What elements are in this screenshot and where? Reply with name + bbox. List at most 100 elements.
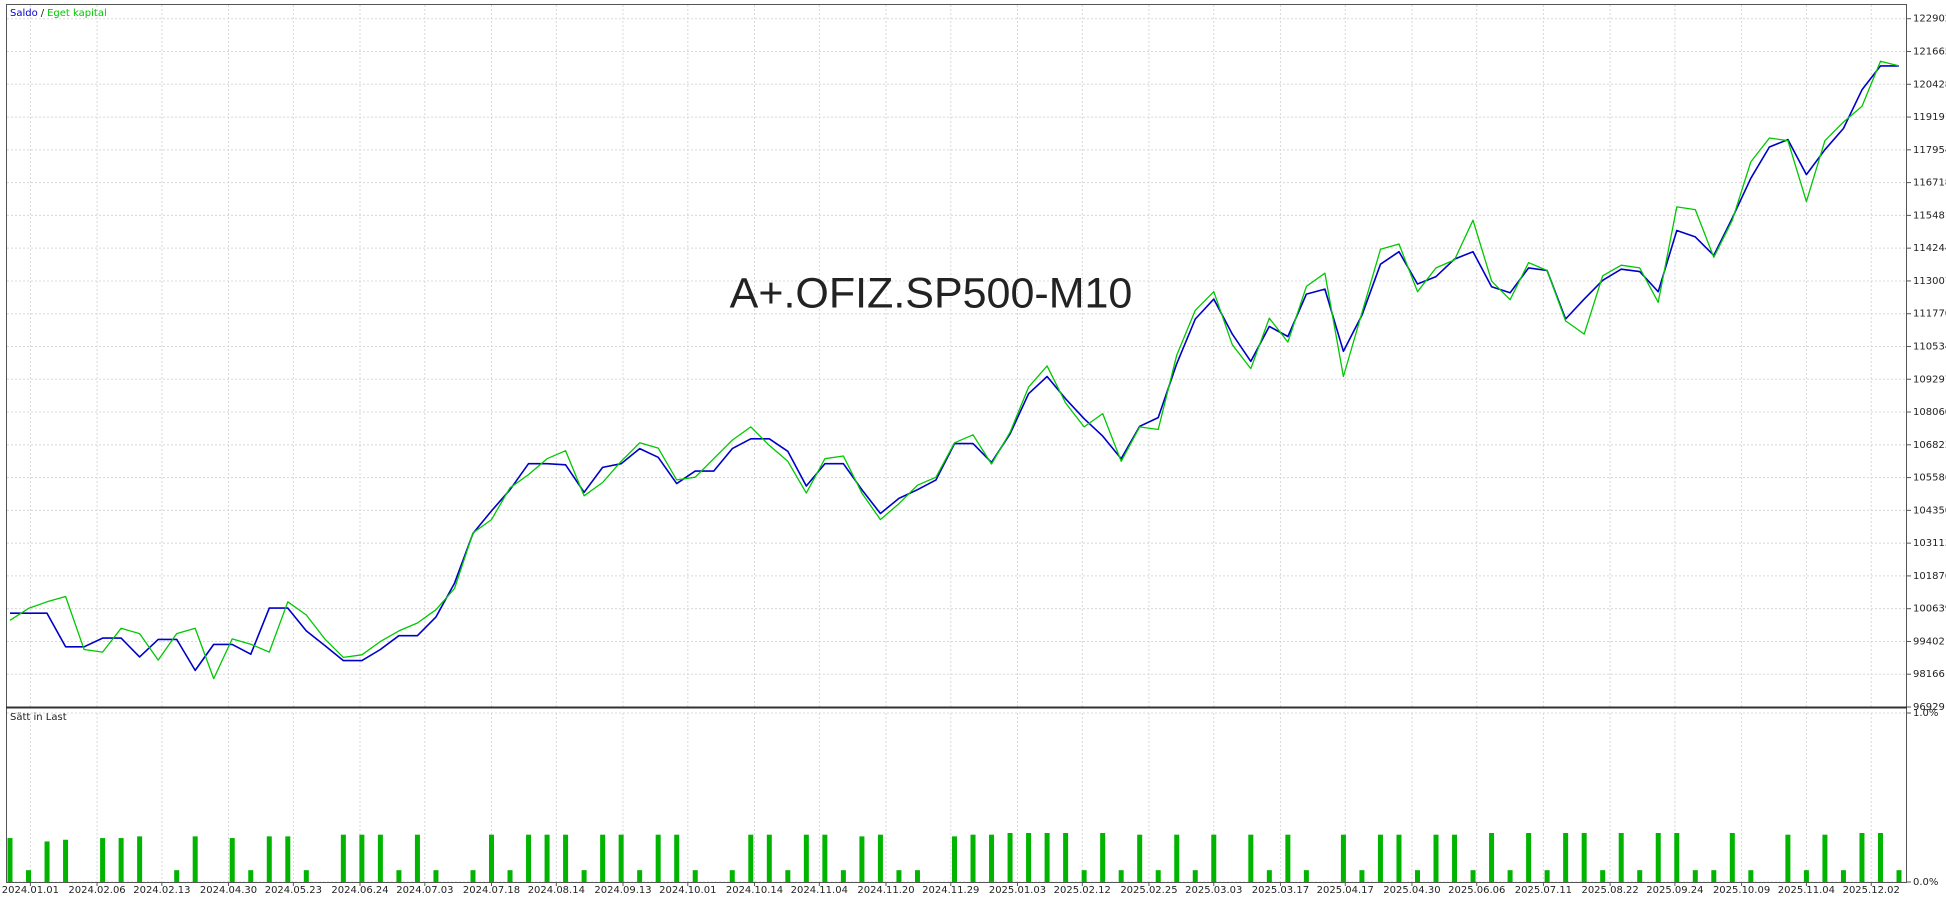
bar	[1026, 832, 1032, 882]
x-tick-label: 2025.08.22	[1581, 885, 1638, 896]
bar	[1303, 870, 1309, 882]
grid-layer	[7, 5, 1907, 883]
x-tick-label: 2025.10.09	[1713, 885, 1770, 896]
bar	[303, 870, 309, 882]
bar	[118, 838, 124, 882]
bar	[1377, 834, 1383, 882]
bar	[692, 870, 698, 882]
bar	[1470, 870, 1476, 882]
bar	[1100, 832, 1106, 882]
y-tick-label: 117954	[1913, 145, 1946, 156]
x-tick-label: 2025.04.30	[1383, 885, 1440, 896]
x-tick-label: 2024.02.13	[133, 885, 190, 896]
x-tick-label: 2025.03.03	[1185, 885, 1242, 896]
bar	[396, 870, 402, 882]
bar	[1581, 832, 1587, 882]
bar	[1285, 834, 1291, 882]
bar	[1266, 870, 1272, 882]
y-tick-label: 121665	[1913, 47, 1946, 58]
bar	[840, 870, 846, 882]
y-tick-label: 0.0%	[1913, 877, 1938, 888]
legend-entry: Saldo	[10, 8, 38, 19]
bar	[674, 834, 680, 882]
bar	[1729, 832, 1735, 882]
y-tick-label: 111770	[1913, 309, 1946, 320]
mark-layer	[7, 60, 1902, 882]
y-tick-label: 116718	[1913, 178, 1946, 189]
bar	[1674, 832, 1680, 882]
bar	[1822, 834, 1828, 882]
bar	[1896, 870, 1902, 882]
bar	[1637, 870, 1643, 882]
y-tick-label: 104350	[1913, 505, 1946, 516]
bar	[1600, 870, 1606, 882]
bar	[433, 870, 439, 882]
bar	[192, 836, 198, 882]
bar	[340, 834, 346, 882]
bar	[1137, 834, 1143, 882]
x-tick-label: 2024.11.29	[922, 885, 979, 896]
bar	[1563, 832, 1569, 882]
legend: Saldo / Eget kapital	[10, 8, 107, 19]
bar	[266, 836, 272, 882]
x-tick-label: 2025.06.06	[1448, 885, 1505, 896]
bar	[637, 870, 643, 882]
x-tick-label: 2025.07.11	[1515, 885, 1572, 896]
x-tick-label: 2025.12.02	[1843, 885, 1900, 896]
y-tick-label: 122902	[1913, 14, 1946, 25]
y-tick-label: 99402	[1913, 636, 1945, 647]
x-tick-label: 2024.06.24	[331, 885, 388, 896]
bar	[137, 836, 143, 882]
bar	[803, 834, 809, 882]
y-tick-label: 1.0%	[1913, 708, 1938, 719]
bar	[1859, 832, 1865, 882]
y-tick-label: 105586	[1913, 473, 1946, 484]
bar	[618, 834, 624, 882]
x-tick-label: 2025.02.25	[1120, 885, 1177, 896]
x-tick-label: 2024.11.04	[791, 885, 848, 896]
x-tick-label: 2024.01.01	[2, 885, 59, 896]
bar	[7, 838, 13, 882]
bar	[822, 834, 828, 882]
x-tick-label: 2025.04.17	[1317, 885, 1374, 896]
y-tick-label: 109297	[1913, 374, 1946, 385]
bar	[1655, 832, 1661, 882]
bar	[1526, 832, 1532, 882]
bar	[507, 870, 513, 882]
chart-title: A+.OFIZ.SP500-M10	[730, 269, 1133, 317]
x-tick-label: 2024.05.23	[265, 885, 322, 896]
y-tick-label: 106823	[1913, 440, 1946, 451]
bar	[1452, 834, 1458, 882]
x-tick-label: 2024.04.30	[200, 885, 257, 896]
bar	[1155, 870, 1161, 882]
bar	[1211, 834, 1217, 882]
bar	[63, 839, 69, 882]
bar	[581, 870, 587, 882]
x-tick-label: 2024.09.13	[594, 885, 651, 896]
bar	[526, 834, 532, 882]
x-tick-label: 2025.02.12	[1054, 885, 1111, 896]
x-tick-label: 2024.07.03	[396, 885, 453, 896]
bar	[655, 834, 661, 882]
x-tick-label: 2024.02.06	[68, 885, 125, 896]
x-tick-label: 2025.09.24	[1646, 885, 1703, 896]
bar	[1507, 870, 1513, 882]
y-tick-label: 108060	[1913, 407, 1946, 418]
bar	[470, 870, 476, 882]
bar	[44, 841, 50, 882]
bar	[1803, 870, 1809, 882]
x-tick-label: 2024.10.01	[659, 885, 716, 896]
x-tick-label: 2025.01.03	[989, 885, 1046, 896]
bar	[1433, 834, 1439, 882]
panel-label: Sätt in Last	[10, 712, 67, 723]
bar	[229, 838, 235, 882]
y-tick-label: 96929	[1913, 702, 1945, 713]
y-tick-label: 98166	[1913, 669, 1945, 680]
bar	[970, 834, 976, 882]
bar	[248, 870, 254, 882]
bar	[785, 870, 791, 882]
y-tick-label: 113007	[1913, 276, 1946, 287]
